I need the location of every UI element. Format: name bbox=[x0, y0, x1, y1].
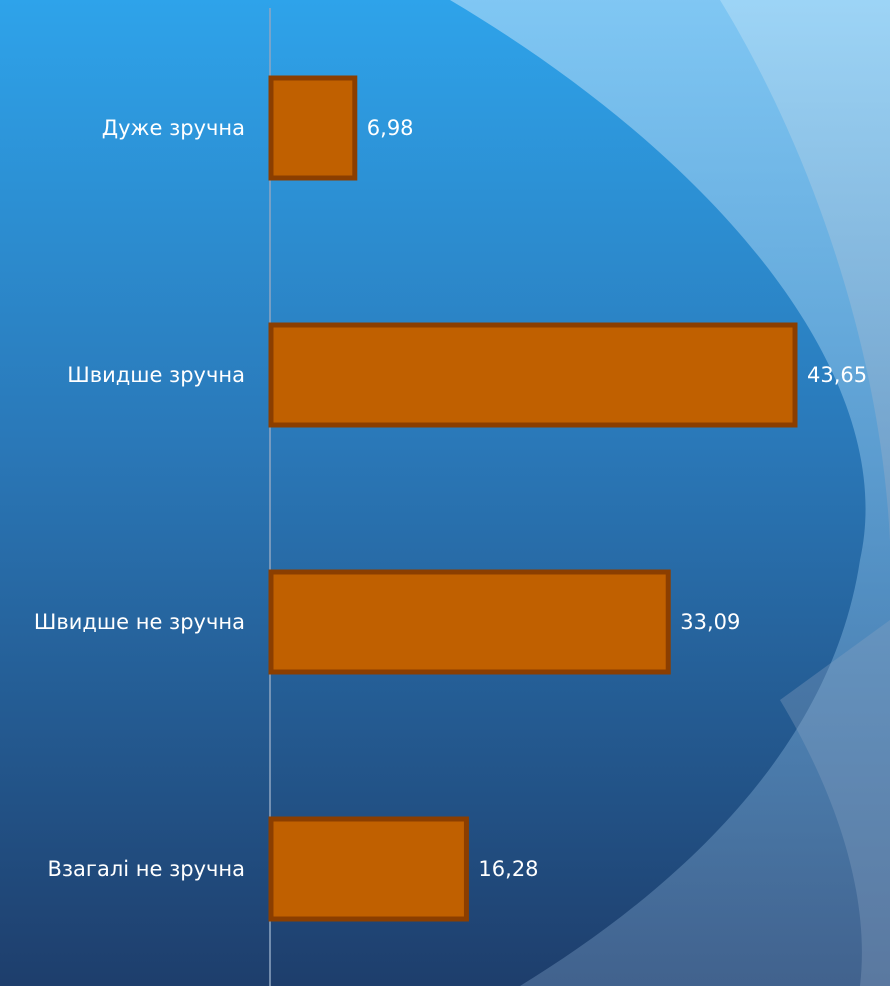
category-labels-group: Дуже зручна Швидше зручна Швидше не зручна… bbox=[34, 116, 245, 881]
value-label-2: 33,09 bbox=[680, 610, 740, 634]
background-swoosh bbox=[450, 0, 890, 986]
bar-3 bbox=[268, 816, 469, 922]
value-label-3: 16,28 bbox=[478, 857, 538, 881]
category-label-0: Дуже зручна bbox=[102, 116, 245, 140]
background-swoosh-highlight bbox=[720, 0, 890, 620]
bar-2 bbox=[268, 569, 671, 675]
value-label-1: 43,65 bbox=[807, 363, 867, 387]
bar-0 bbox=[268, 75, 358, 181]
background-swoosh-edge bbox=[780, 620, 890, 986]
category-label-1: Швидше зручна bbox=[67, 363, 245, 387]
value-labels-group: 6,98 43,65 33,09 16,28 bbox=[367, 116, 867, 881]
category-label-3: Взагалі не зручна bbox=[47, 857, 245, 881]
category-label-2: Швидше не зручна bbox=[34, 610, 245, 634]
bar-1 bbox=[268, 322, 798, 428]
bars-group bbox=[268, 75, 798, 922]
value-label-0: 6,98 bbox=[367, 116, 414, 140]
